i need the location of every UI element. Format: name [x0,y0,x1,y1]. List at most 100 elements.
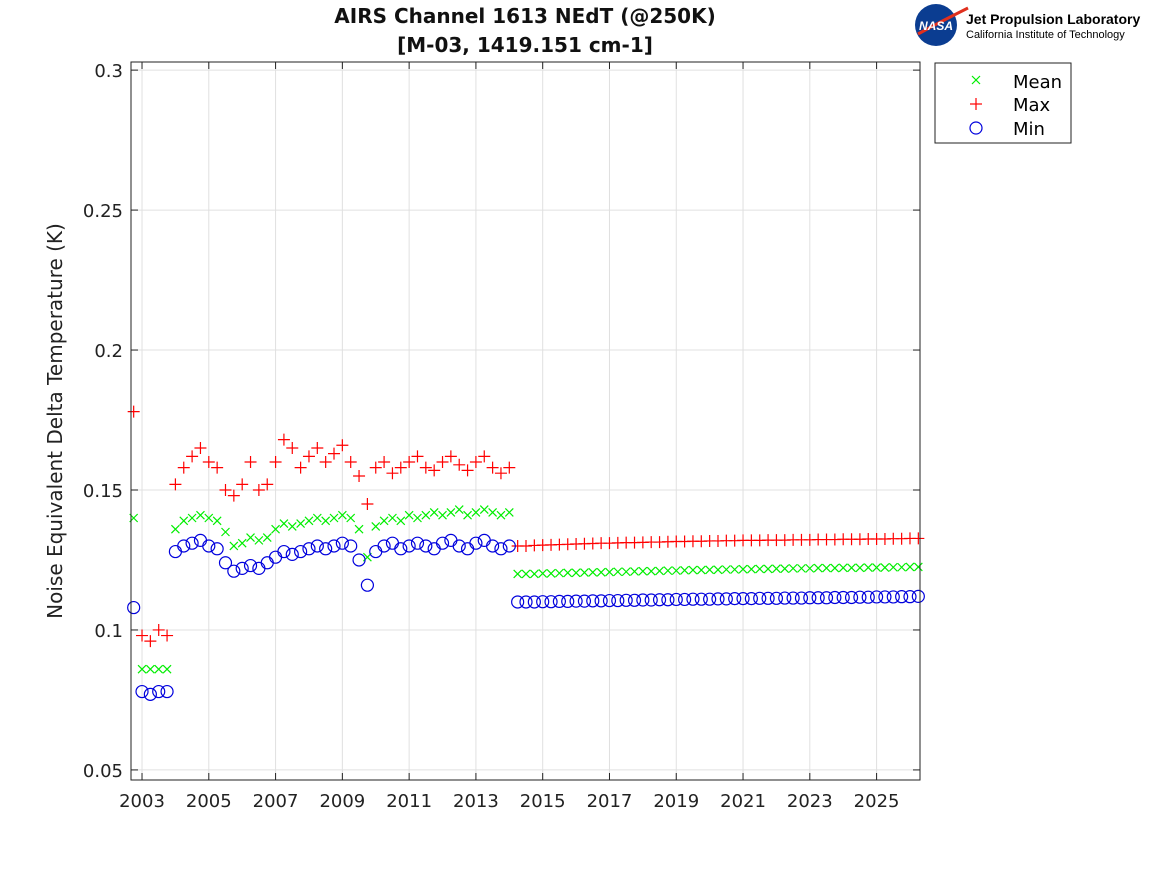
mean-point [496,510,506,520]
max-point [136,629,149,642]
min-point [911,589,925,603]
max-point [261,478,274,491]
mean-point [271,524,281,534]
y-tick-label: 0.25 [83,201,123,222]
min-point [377,539,391,553]
max-point [444,450,457,463]
min-point [878,590,892,604]
mean-point [847,563,856,573]
max-point [127,405,140,418]
min-point [594,594,608,608]
min-point [836,590,850,605]
mean-point [797,563,806,573]
max-point [394,461,407,474]
min-point [644,593,658,607]
max-point [411,450,424,463]
legend-min-label: Min [1013,119,1045,140]
max-point [219,484,232,497]
mean-point [913,562,923,572]
min-point [895,590,909,604]
mean-point [429,507,439,517]
mean-point [246,533,255,543]
mean-point [312,513,322,523]
mean-point [696,565,706,575]
max-point [353,470,366,483]
min-point [419,539,433,553]
min-point [519,595,533,609]
mean-point [204,513,214,523]
mean-point [145,664,155,674]
min-point [177,539,191,553]
x-tick-label: 2005 [186,791,232,812]
max-point [277,433,290,446]
min-point [744,592,758,606]
x-tick-label: 2025 [854,791,900,812]
min-point [719,592,733,606]
mean-point [196,510,205,520]
mean-point [571,568,581,578]
min-point [769,591,784,605]
max-point [311,442,324,455]
min-point [285,547,299,561]
mean-point [321,516,331,526]
min-point [694,592,708,606]
series-min [127,533,925,701]
mean-point [471,507,481,517]
x-tick-label: 2017 [587,791,633,812]
max-point [144,635,157,648]
legend-min-marker-icon [969,121,983,135]
min-point [886,590,900,604]
grid [131,62,920,780]
mean-point [738,564,748,574]
mean-point [771,564,781,574]
min-point [561,594,575,609]
mean-point [596,567,606,577]
max-point [252,484,265,497]
axis-ticks: 2003 2005 2007 2009 2011 2013 2015 2017 2019 2021… [83,61,920,812]
min-point [152,684,166,699]
mean-point [454,505,464,515]
min-point [819,591,834,605]
max-point [469,456,482,469]
x-tick-label: 2007 [253,791,299,812]
min-point [477,533,491,547]
min-point [444,533,458,547]
x-tick-label: 2023 [787,791,833,812]
min-point [127,600,141,615]
min-point [185,536,199,550]
min-point [661,593,675,607]
min-point [586,594,600,608]
min-point [452,539,466,553]
nasa-jpl-logo: NASA Jet Propulsion Laboratory Californi… [915,4,1140,46]
min-point [235,561,249,575]
min-point [435,536,450,550]
max-point [344,456,357,469]
min-point [218,556,233,570]
mean-point [713,565,723,575]
min-point [210,542,224,556]
mean-point [546,568,556,578]
caltech-name: California Institute of Technology [966,29,1125,41]
min-point [794,591,809,605]
mean-point [388,513,397,523]
mean-point [404,510,414,520]
max-point [386,467,399,480]
x-tick-label: 2015 [520,791,566,812]
legend-max-label: Max [1013,95,1051,116]
min-point [227,564,241,578]
max-point [403,456,416,469]
min-point [385,536,400,550]
mean-point [730,565,740,574]
max-point [436,456,449,469]
min-point [728,592,742,606]
min-point [486,539,500,553]
chart-title-line2: [M-03, 1419.151 cm-1] [397,33,653,57]
min-point [636,593,650,607]
mean-point [671,566,681,576]
mean-point [580,568,589,578]
mean-point [763,564,773,574]
mean-point [279,519,289,529]
min-point [611,593,625,608]
mean-point [705,565,715,575]
mean-point [446,507,456,517]
